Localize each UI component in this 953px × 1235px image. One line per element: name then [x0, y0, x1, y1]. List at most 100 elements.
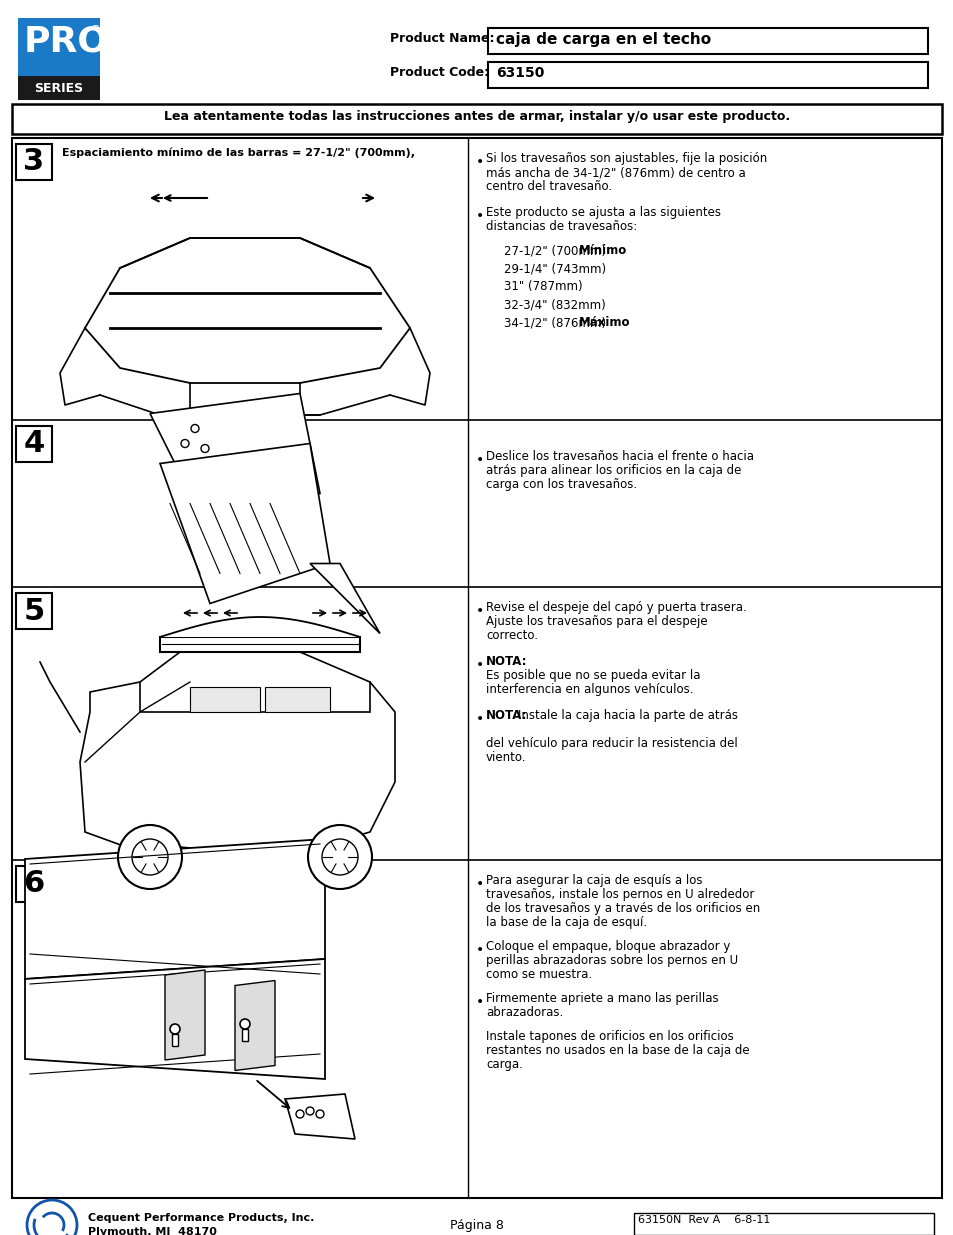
Text: •: •	[476, 209, 484, 224]
Circle shape	[201, 445, 209, 452]
Bar	[16, 593, 52, 629]
Polygon shape	[165, 969, 205, 1060]
Text: Ajuste los travesaños para el despeje: Ajuste los travesaños para el despeje	[485, 615, 707, 629]
Circle shape	[191, 425, 199, 432]
Text: Si los travesaños son ajustables, fije la posición: Si los travesaños son ajustables, fije l…	[485, 152, 766, 165]
Polygon shape	[80, 682, 395, 852]
Circle shape	[132, 839, 168, 876]
Bar	[18, 19, 100, 77]
Text: NOTA:: NOTA:	[485, 709, 527, 722]
Text: 31" (787mm): 31" (787mm)	[503, 280, 582, 293]
Text: •: •	[476, 944, 484, 957]
Polygon shape	[25, 839, 325, 979]
Circle shape	[308, 825, 372, 889]
Text: Para asegurar la caja de esquís a los: Para asegurar la caja de esquís a los	[485, 874, 701, 887]
Text: Firmemente apriete a mano las perillas: Firmemente apriete a mano las perillas	[485, 992, 718, 1005]
Text: Revise el despeje del capó y puerta trasera.: Revise el despeje del capó y puerta tras…	[485, 601, 746, 614]
Polygon shape	[25, 960, 325, 1079]
Text: 4: 4	[24, 430, 45, 458]
Text: del vehículo para reducir la resistencia del: del vehículo para reducir la resistencia…	[485, 737, 737, 750]
Text: Instale tapones de orificios en los orificios: Instale tapones de orificios en los orif…	[485, 1030, 733, 1044]
Polygon shape	[190, 687, 260, 713]
Text: restantes no usados en la base de la caja de: restantes no usados en la base de la caj…	[485, 1044, 749, 1057]
Circle shape	[315, 1110, 324, 1118]
Text: carga.: carga.	[485, 1058, 522, 1071]
Text: Lea atentamente todas las instrucciones antes de armar, instalar y/o usar este p: Lea atentamente todas las instrucciones …	[164, 110, 789, 124]
Text: Deslice los travesaños hacia el frente o hacia: Deslice los travesaños hacia el frente o…	[485, 450, 753, 463]
Text: 32-3/4" (832mm): 32-3/4" (832mm)	[503, 298, 605, 311]
Text: •: •	[476, 658, 484, 672]
Bar	[12, 104, 941, 135]
Text: 34-1/2" (876mm): 34-1/2" (876mm)	[503, 316, 609, 329]
Text: Mínimo: Mínimo	[578, 245, 627, 257]
Text: abrazadoras.: abrazadoras.	[485, 1007, 562, 1019]
Text: de los travesaños y a través de los orificios en: de los travesaños y a través de los orif…	[485, 902, 760, 915]
Text: Instale la caja hacia la parte de atrás: Instale la caja hacia la parte de atrás	[517, 709, 738, 722]
Polygon shape	[140, 652, 370, 713]
Bar	[634, 1213, 933, 1235]
Text: atrás para alinear los orificios en la caja de: atrás para alinear los orificios en la c…	[485, 464, 740, 477]
Text: distancias de travesaños:: distancias de travesaños:	[485, 220, 637, 233]
Text: Product Code:: Product Code:	[390, 65, 489, 79]
Text: Máximo: Máximo	[578, 316, 630, 329]
Text: como se muestra.: como se muestra.	[485, 968, 592, 981]
Polygon shape	[265, 687, 330, 713]
Text: Este producto se ajusta a las siguientes: Este producto se ajusta a las siguientes	[485, 206, 720, 219]
Bar	[172, 1034, 178, 1046]
Text: NOTA:: NOTA:	[485, 655, 527, 668]
Circle shape	[27, 1200, 77, 1235]
Text: más ancha de 34-1/2" (876mm) de centro a: más ancha de 34-1/2" (876mm) de centro a	[485, 165, 745, 179]
Text: 63150: 63150	[496, 65, 544, 80]
Text: 27-1/2" (700mm): 27-1/2" (700mm)	[503, 245, 609, 257]
Circle shape	[118, 825, 182, 889]
Polygon shape	[234, 981, 274, 1071]
Text: la base de la caja de esquí.: la base de la caja de esquí.	[485, 916, 646, 929]
Circle shape	[181, 440, 189, 447]
Circle shape	[295, 1110, 304, 1118]
Text: interferencia en algunos vehículos.: interferencia en algunos vehículos.	[485, 683, 693, 697]
Polygon shape	[150, 394, 319, 534]
Text: Product Name:: Product Name:	[390, 32, 494, 44]
Text: centro del travesaño.: centro del travesaño.	[485, 180, 612, 193]
Text: Espaciamiento mínimo de las barras = 27-1/2" (700mm),: Espaciamiento mínimo de las barras = 27-…	[62, 148, 415, 158]
Text: Plymouth, MI  48170: Plymouth, MI 48170	[88, 1228, 216, 1235]
Text: 29-1/4" (743mm): 29-1/4" (743mm)	[503, 262, 605, 275]
Text: 3: 3	[24, 147, 45, 177]
Text: 63150N  Rev A    6-8-11: 63150N Rev A 6-8-11	[638, 1215, 770, 1225]
Bar	[12, 138, 941, 1198]
Text: correcto.: correcto.	[485, 629, 537, 642]
Polygon shape	[160, 443, 330, 604]
Bar	[18, 77, 100, 100]
Circle shape	[170, 1024, 180, 1034]
Polygon shape	[285, 1094, 355, 1139]
Text: Es posible que no se pueda evitar la: Es posible que no se pueda evitar la	[485, 669, 700, 682]
Text: PRO: PRO	[24, 23, 109, 58]
Bar	[16, 866, 52, 902]
Text: Coloque el empaque, bloque abrazador y: Coloque el empaque, bloque abrazador y	[485, 940, 730, 953]
Text: SERIES: SERIES	[34, 82, 84, 95]
Text: viento.: viento.	[485, 751, 526, 764]
Polygon shape	[310, 563, 379, 634]
Polygon shape	[160, 637, 359, 652]
Text: Cequent Performance Products, Inc.: Cequent Performance Products, Inc.	[88, 1213, 314, 1223]
Text: TM: TM	[91, 25, 102, 31]
Text: •: •	[476, 713, 484, 726]
Text: 6: 6	[24, 869, 45, 899]
Bar	[488, 62, 927, 88]
Text: caja de carga en el techo: caja de carga en el techo	[496, 32, 710, 47]
Circle shape	[322, 839, 357, 876]
Text: carga con los travesaños.: carga con los travesaños.	[485, 478, 637, 492]
Text: travesaños, instale los pernos en U alrededor: travesaños, instale los pernos en U alre…	[485, 888, 754, 902]
Text: •: •	[476, 877, 484, 890]
Text: Página 8: Página 8	[450, 1219, 503, 1233]
Text: 5: 5	[24, 597, 45, 625]
Text: •: •	[476, 604, 484, 618]
Text: •: •	[476, 453, 484, 467]
Bar	[16, 144, 52, 180]
Text: •: •	[476, 156, 484, 169]
Bar	[488, 28, 927, 54]
Circle shape	[240, 1019, 250, 1029]
Bar	[16, 426, 52, 462]
Bar	[242, 1029, 248, 1041]
Text: perillas abrazadoras sobre los pernos en U: perillas abrazadoras sobre los pernos en…	[485, 953, 738, 967]
